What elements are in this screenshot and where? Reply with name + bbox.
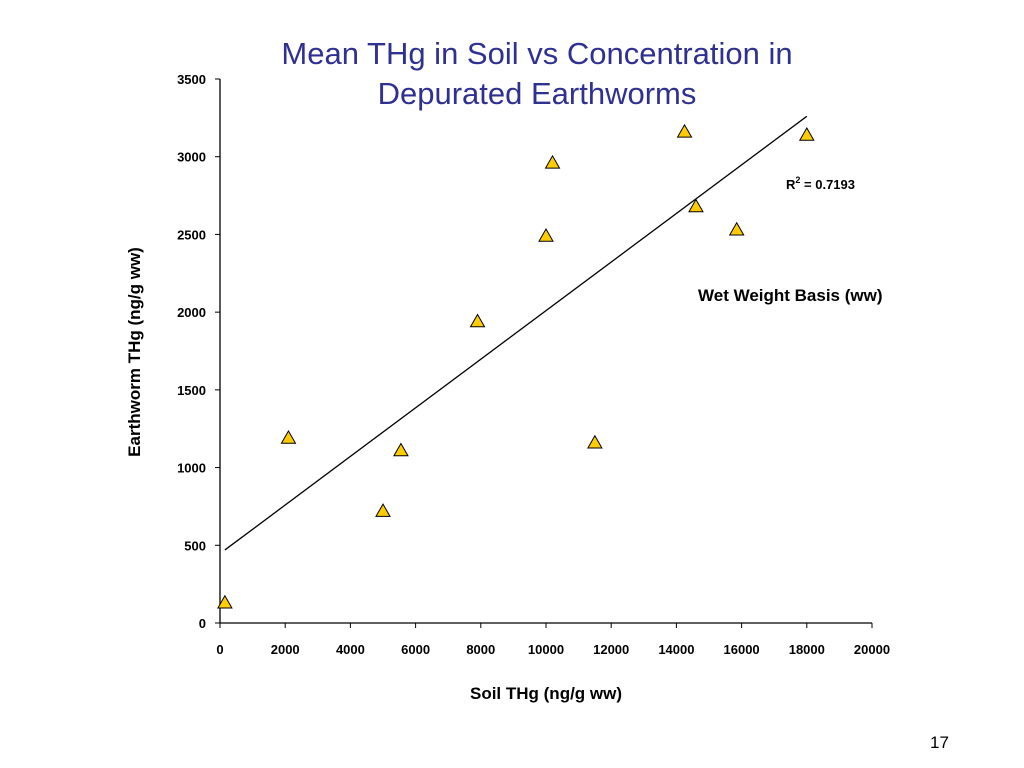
r-squared-label: R2 = 0.7193 (786, 175, 855, 192)
data-point-marker (280, 430, 297, 444)
data-point-marker (688, 198, 704, 213)
x-tick-label: 18000 (789, 642, 825, 657)
data-point-marker (393, 442, 409, 457)
y-tick-label: 500 (184, 538, 206, 553)
x-tick-label: 0 (216, 642, 223, 657)
r-squared-superscript: 2 (795, 175, 800, 185)
x-tick-label: 10000 (528, 642, 564, 657)
data-point-marker (544, 154, 561, 169)
x-axis-title: Soil THg (ng/g ww) (470, 684, 622, 703)
y-tick-label: 2500 (177, 227, 206, 242)
y-tick-label: 3000 (177, 150, 206, 165)
x-tick-label: 12000 (593, 642, 629, 657)
r-squared-prefix: R (786, 177, 796, 192)
y-tick-label: 3500 (177, 72, 206, 87)
data-point-marker (375, 503, 391, 517)
data-point-marker (798, 126, 815, 141)
x-tick-label: 6000 (401, 642, 430, 657)
x-tick-label: 16000 (724, 642, 760, 657)
data-point-marker (587, 434, 603, 449)
x-tick-label: 14000 (658, 642, 694, 657)
x-tick-label: 8000 (466, 642, 495, 657)
data-point-marker (728, 221, 745, 236)
r-squared-value: = 0.7193 (800, 177, 855, 192)
chart-title-line-2: Depurated Earthworms (377, 76, 697, 111)
basis-annotation: Wet Weight Basis (ww) (698, 286, 883, 305)
chart-title: Mean THg in Soil vs Concentration in Dep… (212, 34, 862, 114)
y-tick-label: 0 (199, 616, 206, 631)
data-point-marker (217, 594, 233, 609)
data-point-marker (676, 123, 693, 138)
y-axis-ticks: 0 500 1000 1500 2000 2500 3000 3500 (177, 72, 220, 631)
page-number: 17 (930, 733, 949, 752)
x-tick-label: 20000 (854, 642, 890, 657)
y-tick-label: 1000 (177, 461, 206, 476)
y-tick-label: 2000 (177, 305, 206, 320)
x-tick-label: 2000 (271, 642, 300, 657)
x-tick-label: 4000 (336, 642, 365, 657)
data-point-marker (538, 227, 554, 242)
y-tick-label: 1500 (177, 383, 206, 398)
chart-axes (219, 79, 872, 624)
data-points (217, 123, 815, 609)
chart-title-line-1: Mean THg in Soil vs Concentration in (281, 36, 793, 71)
x-axis-ticks: 0 2000 4000 6000 8000 10000 12000 14000 16000 180… (216, 623, 890, 657)
y-axis-title: Earthworm THg (ng/g ww) (125, 247, 144, 457)
data-point-marker (469, 313, 486, 328)
trendline (224, 115, 808, 551)
